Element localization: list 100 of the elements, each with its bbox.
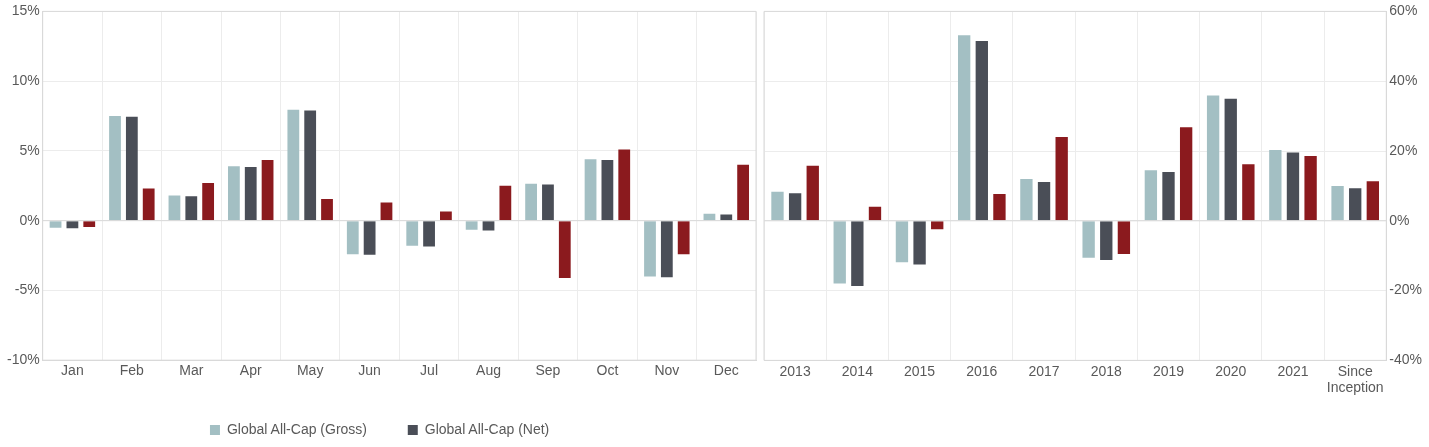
bar: [499, 185, 512, 221]
y2-tick-label: 20%: [1389, 141, 1418, 158]
x-tick-label: Mar: [179, 362, 204, 379]
bar: [720, 214, 733, 221]
bar: [83, 221, 96, 227]
bar: [228, 166, 240, 221]
bar: [1100, 221, 1113, 260]
x-tick-label: 2020: [1215, 362, 1247, 379]
bar: [465, 221, 478, 230]
bar: [1242, 164, 1255, 221]
bar: [482, 221, 495, 231]
y2-tick-label: 0%: [1389, 211, 1410, 228]
bar: [806, 165, 819, 221]
bar: [1331, 185, 1344, 221]
bar: [1269, 149, 1282, 221]
bar: [1162, 171, 1175, 221]
bar: [1055, 137, 1068, 221]
bar: [868, 206, 882, 221]
y-tick-label: -5%: [14, 281, 40, 298]
bar: [363, 221, 376, 255]
y2-tick-label: 60%: [1389, 2, 1418, 19]
y2-tick-label: -40%: [1389, 351, 1422, 368]
bar: [321, 199, 333, 221]
bar: [1082, 221, 1095, 258]
bar: [1206, 95, 1220, 221]
x-tick-label: Jan: [61, 362, 84, 379]
bar: [440, 211, 452, 221]
x-tick-label: 2021: [1277, 362, 1309, 379]
x-tick-label: Nov: [654, 362, 680, 379]
bar: [346, 221, 359, 255]
bar: [660, 221, 673, 278]
x-tick-label: Jun: [358, 362, 381, 379]
bar: [304, 110, 317, 221]
x-tick-label: 2016: [966, 362, 998, 379]
x-tick-label: Feb: [119, 362, 145, 379]
bar: [975, 41, 988, 221]
bar: [423, 221, 435, 247]
bar: [601, 159, 614, 221]
bar: [993, 193, 1006, 221]
legend-label: Global All-Cap (Net): [424, 420, 550, 437]
bar: [771, 191, 784, 221]
bar: [1349, 188, 1362, 221]
bar: [1117, 221, 1131, 254]
y2-tick-label: 40%: [1389, 72, 1418, 89]
bar: [1366, 181, 1380, 221]
bar: [1304, 155, 1317, 221]
bar: [1179, 127, 1193, 221]
bar: [618, 149, 631, 221]
x-tick-label: Since Inception: [1326, 362, 1384, 396]
x-tick-label: 2019: [1152, 362, 1185, 379]
bar: [406, 221, 419, 246]
x-tick-label: Dec: [713, 362, 739, 379]
y-tick-label: 15%: [11, 2, 40, 19]
x-tick-label: 2017: [1028, 362, 1060, 379]
bar: [1224, 98, 1237, 221]
x-tick-label: Apr: [239, 362, 262, 379]
bar: [851, 221, 864, 287]
y-tick-label: 10%: [11, 72, 40, 89]
bar: [66, 221, 79, 229]
y-tick-label: 5%: [19, 141, 40, 158]
y-tick-label: -10%: [7, 351, 40, 368]
y-tick-label: 0%: [19, 211, 40, 228]
bar: [644, 221, 656, 277]
bar: [913, 221, 926, 265]
bar: [287, 109, 300, 221]
bar: [49, 221, 62, 228]
bar: [558, 221, 571, 278]
bar: [1144, 170, 1158, 221]
bar: [1286, 152, 1300, 221]
bar: [895, 221, 909, 263]
bar: [109, 116, 121, 221]
bar: [833, 221, 846, 284]
y2-tick-label: -20%: [1389, 281, 1422, 298]
bar: [737, 164, 750, 221]
x-tick-label: Jul: [420, 362, 439, 379]
bar: [202, 183, 215, 221]
bar: [788, 193, 802, 221]
legend-label: Global All-Cap (Gross): [226, 420, 368, 437]
bar: [244, 166, 257, 221]
x-tick-label: Aug: [476, 362, 501, 379]
bar: [584, 159, 597, 221]
bar: [185, 196, 198, 221]
bar: [677, 221, 690, 255]
bar: [168, 195, 181, 221]
bar: [380, 202, 393, 221]
bar: [142, 188, 155, 221]
x-tick-label: 2018: [1090, 362, 1123, 379]
x-tick-label: 2015: [904, 362, 936, 379]
bar: [542, 184, 554, 221]
bar: [261, 159, 274, 221]
x-tick-label: Sep: [535, 362, 561, 379]
bar: [125, 116, 138, 221]
bar: [525, 183, 537, 221]
bar: [931, 221, 944, 230]
x-tick-label: 2013: [779, 362, 811, 379]
bar: [1020, 178, 1033, 221]
x-tick-label: May: [296, 362, 324, 379]
x-tick-label: 2014: [841, 362, 874, 379]
x-tick-label: Oct: [596, 362, 619, 379]
bar: [958, 35, 971, 221]
